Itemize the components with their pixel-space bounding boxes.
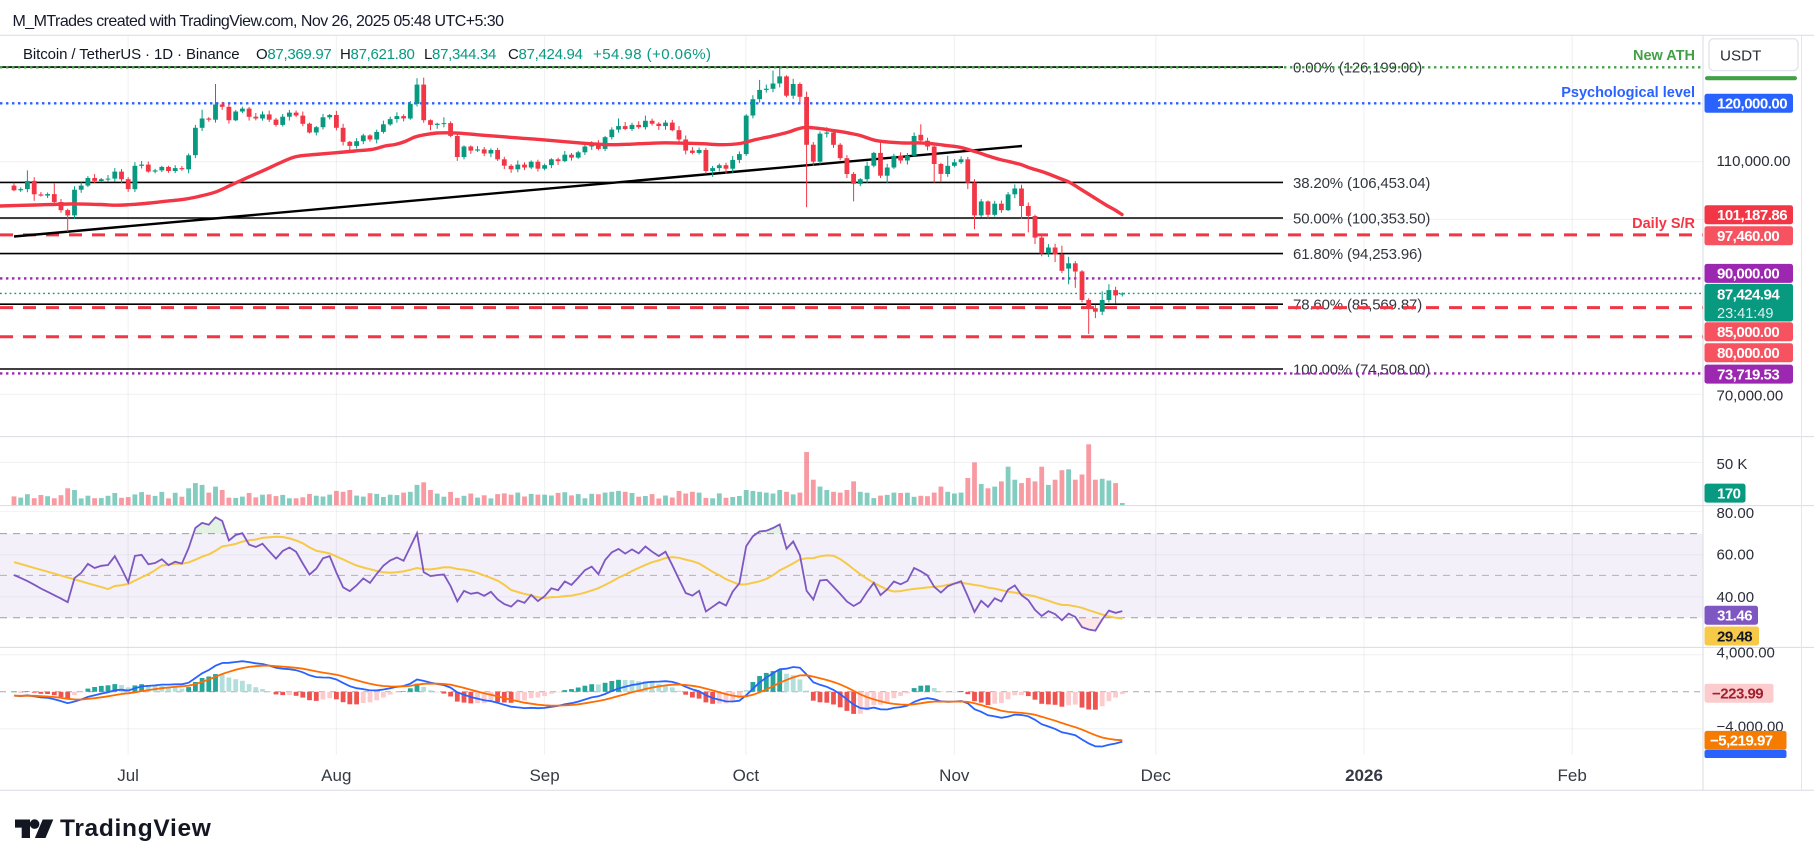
svg-text:50 K: 50 K — [1717, 456, 1748, 473]
svg-text:USDT: USDT — [1720, 47, 1761, 64]
svg-text:TradingView: TradingView — [60, 815, 212, 842]
svg-text:80,000.00: 80,000.00 — [1717, 345, 1779, 362]
svg-text:−223.99: −223.99 — [1712, 686, 1763, 703]
svg-text:Psychological level: Psychological level — [1561, 85, 1695, 101]
svg-text:H87,621.80: H87,621.80 — [340, 46, 415, 63]
svg-text:61.80% (94,253.96): 61.80% (94,253.96) — [1293, 246, 1422, 263]
svg-text:90,000.00: 90,000.00 — [1717, 266, 1779, 283]
svg-text:23:41:49: 23:41:49 — [1717, 306, 1773, 322]
svg-text:L87,344.34: L87,344.34 — [424, 46, 496, 63]
svg-text:97,460.00: 97,460.00 — [1717, 228, 1779, 245]
svg-text:Feb: Feb — [1558, 766, 1587, 785]
svg-text:Sep: Sep — [529, 766, 559, 785]
svg-text:73,719.53: 73,719.53 — [1717, 366, 1779, 383]
svg-text:Jul: Jul — [117, 766, 139, 785]
svg-text:78.60% (85,569.87): 78.60% (85,569.87) — [1293, 297, 1422, 314]
svg-text:Dec: Dec — [1141, 766, 1172, 785]
svg-text:29.48: 29.48 — [1717, 628, 1752, 645]
svg-text:Oct: Oct — [733, 766, 760, 785]
svg-text:40.00: 40.00 — [1717, 589, 1755, 606]
svg-text:50.00% (100,353.50): 50.00% (100,353.50) — [1293, 211, 1430, 228]
svg-text:101,187.86: 101,187.86 — [1717, 207, 1787, 224]
svg-text:Aug: Aug — [321, 766, 351, 785]
svg-text:Bitcoin / TetherUS · 1D · Bina: Bitcoin / TetherUS · 1D · Binance — [23, 46, 240, 63]
svg-text:170: 170 — [1717, 485, 1741, 502]
svg-text:120,000.00: 120,000.00 — [1717, 96, 1787, 113]
svg-text:2026: 2026 — [1345, 766, 1383, 785]
svg-text:100.00% (74,508.00): 100.00% (74,508.00) — [1293, 362, 1430, 379]
svg-text:31.46: 31.46 — [1717, 608, 1752, 625]
svg-text:85,000.00: 85,000.00 — [1717, 324, 1779, 341]
svg-text:New ATH: New ATH — [1633, 48, 1695, 64]
svg-text:+54.98 (+0.06%): +54.98 (+0.06%) — [593, 46, 712, 63]
svg-text:70,000.00: 70,000.00 — [1717, 388, 1784, 405]
svg-text:110,000.00: 110,000.00 — [1717, 153, 1791, 170]
svg-text:M_MTrades created with Trading: M_MTrades created with TradingView.com, … — [13, 13, 505, 30]
svg-text:C87,424.94: C87,424.94 — [508, 46, 583, 63]
svg-text:87,424.94: 87,424.94 — [1717, 287, 1780, 304]
svg-text:4,000.00: 4,000.00 — [1717, 645, 1775, 662]
svg-text:−5,219.97: −5,219.97 — [1710, 733, 1773, 750]
svg-text:O87,369.97: O87,369.97 — [256, 46, 331, 63]
svg-text:38.20% (106,453.04): 38.20% (106,453.04) — [1293, 175, 1430, 192]
svg-text:Daily S/R: Daily S/R — [1632, 216, 1695, 232]
svg-text:Nov: Nov — [939, 766, 970, 785]
svg-text:60.00: 60.00 — [1717, 547, 1755, 564]
svg-text:80.00: 80.00 — [1717, 505, 1755, 522]
